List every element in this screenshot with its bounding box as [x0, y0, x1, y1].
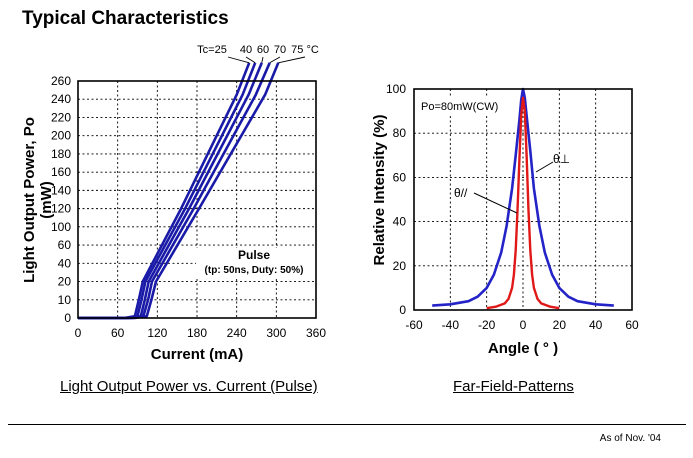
left-x-tick-label: 120 — [147, 326, 167, 340]
left-y-tick-label: 10 — [58, 293, 72, 307]
left-x-axis-label: Current (mA) — [151, 346, 244, 363]
left-y-tick-label: 240 — [51, 92, 71, 106]
condition-label: Po=80mW(CW) — [421, 101, 498, 113]
temperature-labels: Tc=25 40 60 70 75 °C — [197, 44, 319, 56]
right-x-tick-label: -20 — [478, 318, 496, 332]
footer-note: As of Nov. '04 — [599, 433, 661, 444]
temperature-label-1: Tc=25 — [197, 44, 227, 56]
right-y-tick-label: 100 — [386, 82, 406, 96]
right-y-tick-labels: 0 20 40 60 80 100 — [386, 82, 406, 317]
temperature-leader-1 — [227, 56, 250, 64]
left-y-tick-label: 120 — [51, 202, 71, 216]
temperature-leader-5 — [278, 56, 306, 64]
right-y-axis-label: Relative Intensity (%) — [371, 115, 388, 266]
right-plot-frame — [413, 88, 633, 311]
left-y-tick-label: 0 — [64, 311, 71, 325]
right-y-tick-label: 20 — [393, 259, 407, 273]
page-title: Typical Characteristics — [22, 8, 229, 29]
left-x-tick-labels: 0 60 120 180 240 300 360 — [75, 326, 327, 340]
right-x-tick-label: 40 — [589, 318, 603, 332]
left-y-tick-label: 40 — [58, 256, 72, 270]
left-x-tick-label: 180 — [187, 326, 207, 340]
right-x-tick-label: 20 — [553, 318, 567, 332]
left-y-tick-labels: 0 10 20 40 60 100 120 140 160 180 200 220 240 260 — [51, 74, 71, 325]
right-chart-caption: Far-Field-Patterns — [453, 378, 574, 395]
right-x-tick-label: -40 — [442, 318, 460, 332]
annotation-background — [196, 248, 314, 278]
left-x-tick-label: 0 — [75, 326, 82, 340]
right-grid — [414, 89, 632, 310]
left-x-tick-label: 60 — [111, 326, 125, 340]
temperature-leader-3 — [261, 56, 264, 63]
footer-divider — [8, 424, 686, 425]
far-field-pattern-chart: 0 20 40 60 80 100 -60 -40 -20 0 20 40 60 Po=80mW(CW… — [371, 82, 639, 357]
left-y-tick-label: 20 — [58, 275, 72, 289]
series-leader-theta-para — [473, 192, 518, 214]
light-output-power-chart: 0 10 20 40 60 100 120 140 160 180 200 220 240 260 0 60… — [21, 44, 326, 363]
left-x-tick-label: 360 — [306, 326, 326, 340]
temperature-leader-2 — [245, 56, 256, 64]
right-y-tick-label: 40 — [393, 215, 407, 229]
right-x-tick-label: 0 — [520, 318, 527, 332]
right-y-tick-label: 0 — [399, 303, 406, 317]
right-series-line-2 — [486, 96, 560, 310]
left-grid — [78, 81, 316, 318]
left-y-tick-label: 180 — [51, 147, 71, 161]
left-x-tick-label: 240 — [227, 326, 247, 340]
left-chart-caption: Light Output Power vs. Current (Pulse) — [60, 378, 318, 395]
temperature-label-4: 70 — [274, 44, 286, 56]
right-x-tick-labels: -60 -40 -20 0 20 40 60 — [405, 318, 639, 332]
left-y-axis-label-line2: (mW) — [38, 181, 55, 219]
condition-background — [418, 98, 496, 114]
right-x-tick-label: -60 — [405, 318, 423, 332]
left-y-tick-label: 220 — [51, 110, 71, 124]
right-x-axis-label: Angle ( ° ) — [488, 340, 558, 357]
left-y-tick-label: 260 — [51, 74, 71, 88]
temperature-leader-lines — [227, 56, 306, 64]
temperature-label-5: 75 °C — [291, 44, 319, 56]
series-leader-theta-perp — [535, 161, 554, 173]
left-plot-frame — [77, 80, 317, 319]
temperature-label-2: 40 — [240, 44, 252, 56]
right-y-tick-label: 60 — [393, 170, 407, 184]
left-y-axis-label-line1: Light Output Power, Po — [21, 117, 38, 283]
left-y-tick-label: 160 — [51, 165, 71, 179]
right-y-tick-label: 80 — [393, 126, 407, 140]
left-series-line-2 — [78, 62, 257, 320]
temperature-label-3: 60 — [257, 44, 269, 56]
right-x-tick-label: 60 — [625, 318, 639, 332]
left-y-tick-label: 200 — [51, 129, 71, 143]
series-label-theta-perp: θ⊥ — [553, 152, 570, 166]
annotation-title: Pulse — [238, 248, 270, 262]
left-y-tick-label: 100 — [51, 220, 71, 234]
left-y-tick-label: 60 — [58, 238, 72, 252]
left-x-tick-label: 300 — [266, 326, 286, 340]
annotation-detail: (tp: 50ns, Duty: 50%) — [205, 265, 304, 276]
series-label-theta-para: θ// — [454, 186, 468, 200]
left-y-tick-label: 140 — [51, 183, 71, 197]
temperature-leader-4 — [269, 56, 281, 64]
